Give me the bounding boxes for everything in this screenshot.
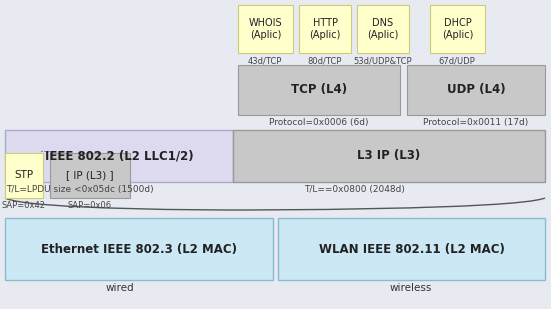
Text: [ IP (L3) ]: [ IP (L3) ] xyxy=(66,171,114,180)
Text: UDP (L4): UDP (L4) xyxy=(447,83,505,96)
Bar xyxy=(233,130,545,182)
Text: DNS
(Aplic): DNS (Aplic) xyxy=(368,18,399,40)
Bar xyxy=(50,153,130,198)
Bar xyxy=(238,65,400,115)
Text: HTTP
(Aplic): HTTP (Aplic) xyxy=(309,18,341,40)
Text: T/L==0x0800 (2048d): T/L==0x0800 (2048d) xyxy=(305,185,406,194)
Bar xyxy=(357,5,409,53)
Bar xyxy=(430,5,485,53)
Bar xyxy=(299,5,351,53)
Text: Protocol=0x0006 (6d): Protocol=0x0006 (6d) xyxy=(269,118,369,127)
Bar xyxy=(238,5,293,53)
Bar xyxy=(5,218,273,280)
Text: 67d/UDP: 67d/UDP xyxy=(439,56,476,65)
Text: WHOIS
(Aplic): WHOIS (Aplic) xyxy=(249,18,282,40)
Bar xyxy=(407,65,545,115)
Text: WLAN IEEE 802.11 (L2 MAC): WLAN IEEE 802.11 (L2 MAC) xyxy=(318,243,504,256)
Text: L3 IP (L3): L3 IP (L3) xyxy=(358,150,420,163)
Text: SAP=0x42: SAP=0x42 xyxy=(2,201,46,210)
Text: SAP=0x06: SAP=0x06 xyxy=(68,201,112,210)
Text: 80d/TCP: 80d/TCP xyxy=(308,56,342,65)
Text: Protocol=0x0011 (17d): Protocol=0x0011 (17d) xyxy=(423,118,528,127)
Text: ...: ... xyxy=(40,142,52,154)
Text: IEEE 802.2 (L2 LLC1/2): IEEE 802.2 (L2 LLC1/2) xyxy=(45,150,193,163)
Text: wired: wired xyxy=(106,283,134,293)
Bar xyxy=(278,218,545,280)
Bar xyxy=(5,130,233,182)
Text: wireless: wireless xyxy=(390,283,432,293)
Text: 43d/TCP: 43d/TCP xyxy=(248,56,282,65)
Text: 53d/UDP&TCP: 53d/UDP&TCP xyxy=(354,56,412,65)
Text: DHCP
(Aplic): DHCP (Aplic) xyxy=(442,18,473,40)
Text: T/L=LPDU size <0x05dc (1500d): T/L=LPDU size <0x05dc (1500d) xyxy=(6,185,154,194)
Text: TCP (L4): TCP (L4) xyxy=(291,83,347,96)
Text: STP: STP xyxy=(14,171,34,180)
Bar xyxy=(5,153,43,198)
Text: Ethernet IEEE 802.3 (L2 MAC): Ethernet IEEE 802.3 (L2 MAC) xyxy=(41,243,237,256)
